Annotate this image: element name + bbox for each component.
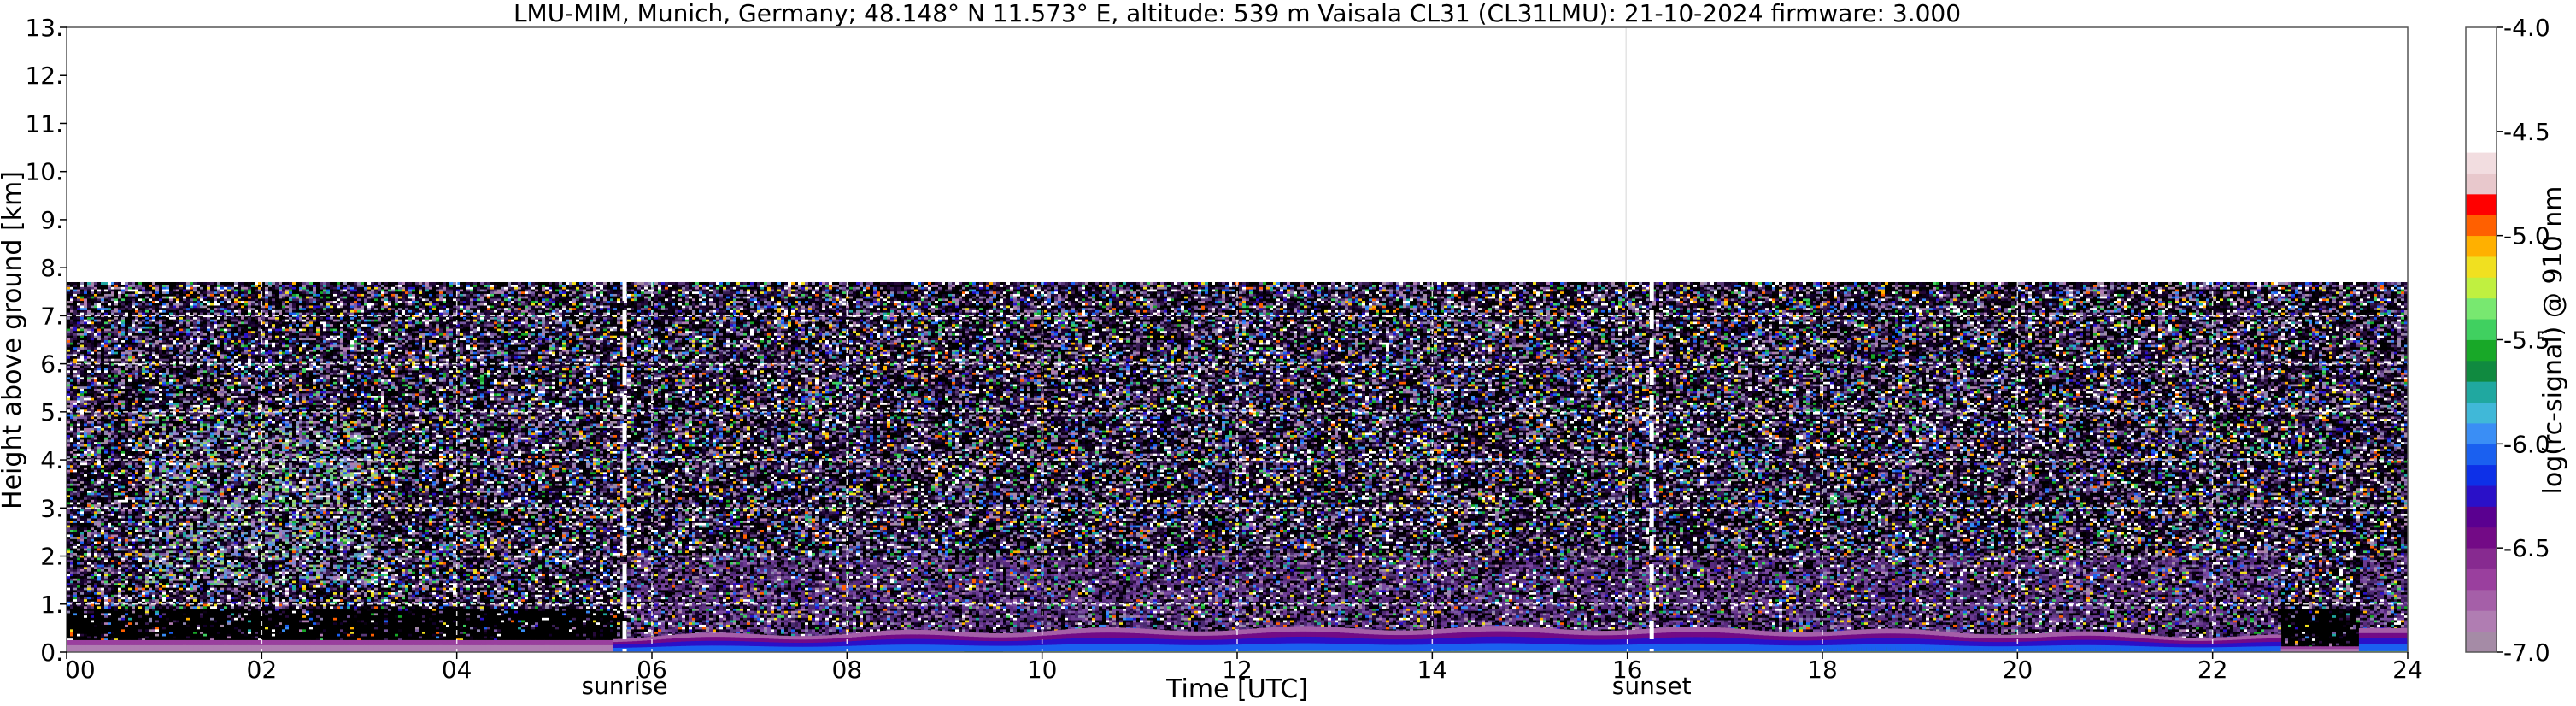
- y-tick-label: 6.: [40, 350, 63, 379]
- colorbar-segment: [2466, 340, 2497, 362]
- y-tick-label: 10.: [25, 158, 63, 186]
- y-tick-label: 7.: [40, 302, 63, 330]
- colorbar-segment: [2466, 632, 2497, 653]
- colorbar-segment: [2466, 548, 2497, 569]
- x-tick-label: 02: [247, 656, 278, 684]
- colorbar-segment: [2466, 194, 2497, 215]
- plot-area: [67, 27, 2409, 652]
- colorbar-segment: [2466, 215, 2497, 236]
- colorbar: [2466, 27, 2497, 652]
- colorbar-segment: [2466, 298, 2497, 320]
- colorbar-segment: [2466, 381, 2497, 403]
- colorbar-segment: [2466, 485, 2497, 507]
- x-tick-label: 22: [2198, 656, 2228, 684]
- x-tick-label: 00: [65, 656, 96, 684]
- colorbar-tick-label: -4.0: [2503, 14, 2550, 42]
- x-tick-label: 04: [442, 656, 472, 684]
- x-tick-label: 16: [1612, 656, 1643, 684]
- y-tick-label: 12.: [25, 62, 63, 90]
- y-tick-label: 3.: [40, 494, 63, 522]
- y-tick-label: 1.: [40, 591, 63, 619]
- y-tick-label: 4.: [40, 446, 63, 474]
- y-tick-label: 8.: [40, 254, 63, 282]
- colorbar-tick-label: -6.5: [2503, 534, 2550, 562]
- x-tick-label: 14: [1417, 656, 1448, 684]
- colorbar-label: log(rc-signal) @ 910 nm: [2538, 186, 2568, 495]
- colorbar-tick-label: -4.5: [2503, 118, 2550, 146]
- colorbar-segment: [2466, 152, 2497, 174]
- colorbar-segment: [2466, 403, 2497, 424]
- x-tick-label: 24: [2392, 656, 2423, 684]
- y-tick-label: 2.: [40, 543, 63, 571]
- chart-title: LMU-MIM, Munich, Germany; 48.148° N 11.5…: [513, 0, 1961, 27]
- y-tick-label: 13.: [25, 14, 63, 42]
- x-axis-label: Time [UTC]: [1165, 674, 1308, 704]
- colorbar-segment: [2466, 256, 2497, 278]
- colorbar-segment: [2466, 527, 2497, 549]
- colorbar-segment: [2466, 277, 2497, 298]
- y-tick-label: 0.: [40, 638, 63, 667]
- colorbar-segment: [2466, 569, 2497, 591]
- colorbar-tick-label: -7.0: [2503, 638, 2550, 667]
- colorbar-segment: [2466, 27, 2497, 153]
- y-axis-ticks: 0. 1. 2. 3. 4. 5. 6. 7. 8. 9. 10. 11. 12. 13.: [25, 14, 67, 667]
- x-tick-label: 08: [832, 656, 863, 684]
- colorbar-segment: [2466, 361, 2497, 382]
- y-axis-label: Height above ground [km]: [0, 171, 27, 509]
- y-tick-label: 9.: [40, 206, 63, 234]
- x-tick-label: 10: [1027, 656, 1058, 684]
- colorbar-segment: [2466, 590, 2497, 611]
- colorbar-segment: [2466, 506, 2497, 527]
- y-tick-label: 5.: [40, 398, 63, 427]
- x-tick-label: 20: [2003, 656, 2033, 684]
- colorbar-segment: [2466, 465, 2497, 486]
- colorbar-segment: [2466, 319, 2497, 340]
- x-tick-label: 06: [637, 656, 667, 684]
- x-tick-label: 18: [1807, 656, 1838, 684]
- colorbar-segment: [2466, 236, 2497, 257]
- y-tick-label: 11.: [25, 109, 63, 138]
- colorbar-segment: [2466, 423, 2497, 444]
- colorbar-segment: [2466, 444, 2497, 465]
- colorbar-segment: [2466, 610, 2497, 632]
- colorbar-segment: [2466, 174, 2497, 195]
